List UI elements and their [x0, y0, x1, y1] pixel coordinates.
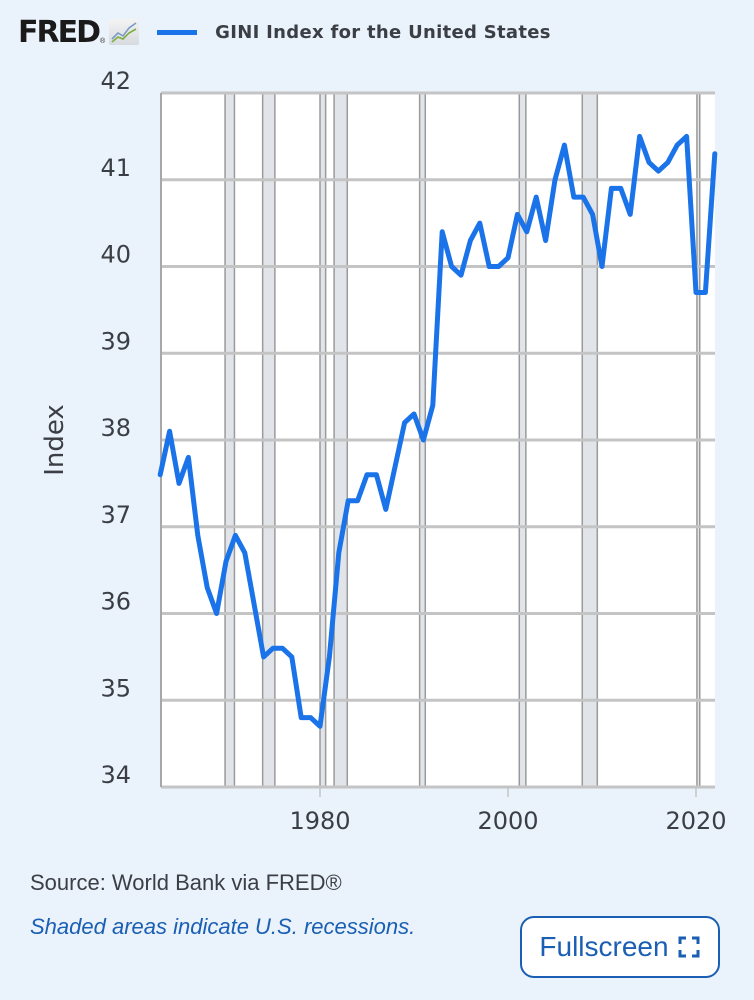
y-tick-label: 34 — [100, 761, 131, 789]
grid-lines — [160, 91, 715, 789]
y-tick-label: 38 — [100, 414, 131, 442]
x-tick-label: 2020 — [665, 807, 726, 835]
y-tick-label: 39 — [100, 327, 131, 355]
source-note: Source: World Bank via FRED® — [30, 870, 342, 895]
recession-note: Shaded areas indicate U.S. recessions. — [30, 914, 416, 939]
legend-label[interactable]: GINI Index for the United States — [215, 21, 551, 43]
y-tick-label: 42 — [100, 67, 131, 95]
fullscreen-label: Fullscreen — [539, 931, 669, 962]
y-tick-label: 37 — [100, 501, 131, 529]
x-tick-label: 1980 — [289, 807, 350, 835]
legend-line-swatch — [157, 29, 198, 35]
gini-series-line[interactable] — [157, 133, 718, 729]
chart-header: FRED ® GINI Index for the United States — [18, 12, 551, 52]
logo-registered-mark: ® — [100, 37, 106, 45]
x-tick-label: 2000 — [477, 807, 538, 835]
fred-logo[interactable]: FRED — [18, 14, 101, 50]
fullscreen-button[interactable]: Fullscreen — [520, 916, 720, 978]
fullscreen-icon — [678, 936, 700, 958]
y-axis-ticks: 34 35 36 37 38 39 40 41 42 — [100, 67, 131, 789]
y-tick-label: 40 — [100, 241, 131, 269]
fred-chart-logo-icon — [109, 19, 140, 45]
y-tick-label: 35 — [100, 674, 131, 702]
line-chart: 34 35 36 37 38 39 40 41 42 1980 2000 2020 Index — [40, 67, 727, 835]
y-tick-label: 36 — [100, 588, 131, 616]
y-axis-label: Index — [40, 404, 70, 476]
x-axis-ticks: 1980 2000 2020 — [289, 787, 727, 835]
y-tick-label: 41 — [100, 154, 131, 182]
